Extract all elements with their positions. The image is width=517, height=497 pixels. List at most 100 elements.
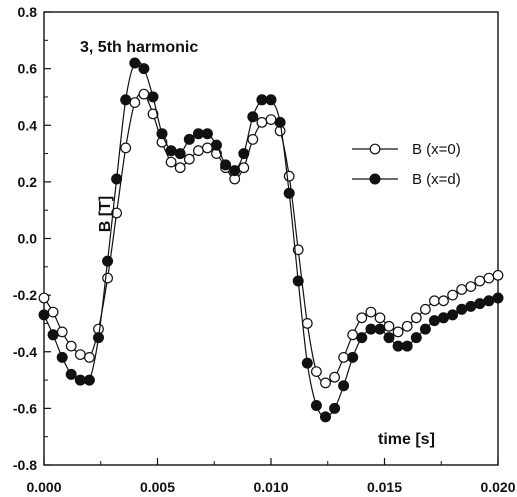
data-point-b-x0 bbox=[465, 281, 477, 293]
data-point-b-x0 bbox=[174, 162, 186, 174]
data-point-b-xd bbox=[129, 57, 141, 69]
legend-marker-b-xd bbox=[369, 173, 381, 185]
y-tick-label: 0.6 bbox=[18, 61, 38, 77]
y-tick-label: -0.2 bbox=[13, 287, 37, 303]
data-point-b-xd bbox=[201, 128, 213, 140]
data-point-b-x0 bbox=[138, 88, 150, 100]
series-layer bbox=[38, 57, 504, 423]
data-point-b-xd bbox=[483, 295, 495, 307]
data-point-b-xd bbox=[292, 275, 304, 287]
data-point-b-xd bbox=[102, 255, 114, 267]
data-point-b-xd bbox=[256, 94, 268, 106]
data-point-b-xd bbox=[310, 400, 322, 411]
data-point-b-xd bbox=[120, 94, 132, 106]
data-point-b-x0 bbox=[165, 156, 177, 168]
data-point-b-xd bbox=[165, 145, 177, 157]
data-point-b-xd bbox=[283, 187, 295, 199]
x-tick-label: 0.020 bbox=[480, 479, 515, 495]
data-point-b-x0 bbox=[483, 272, 495, 284]
data-point-b-xd bbox=[447, 309, 459, 321]
data-point-b-xd bbox=[492, 292, 504, 304]
data-point-b-xd bbox=[265, 94, 277, 106]
data-point-b-x0 bbox=[38, 292, 50, 304]
data-point-b-x0 bbox=[65, 340, 77, 352]
data-point-b-xd bbox=[238, 148, 250, 160]
data-point-b-xd bbox=[438, 312, 449, 324]
y-tick-label: 0.4 bbox=[18, 117, 38, 133]
legend-marker-b-x0 bbox=[369, 143, 381, 155]
data-point-b-x0 bbox=[420, 303, 431, 315]
data-point-b-x0 bbox=[311, 366, 322, 378]
data-point-b-x0 bbox=[56, 326, 68, 338]
x-tick-label: 0.000 bbox=[26, 479, 61, 495]
data-point-b-xd bbox=[320, 411, 331, 423]
data-point-b-x0 bbox=[120, 142, 132, 154]
data-point-b-xd bbox=[374, 323, 386, 335]
data-point-b-x0 bbox=[401, 320, 413, 332]
data-point-b-xd bbox=[247, 111, 259, 123]
data-point-b-xd bbox=[38, 309, 50, 321]
data-point-b-xd bbox=[93, 332, 104, 344]
data-point-b-xd bbox=[156, 128, 168, 140]
data-point-b-xd bbox=[347, 351, 359, 363]
data-point-b-x0 bbox=[183, 153, 195, 165]
legend-label-b-xd: B (x=d) bbox=[412, 171, 461, 188]
x-tick-label: 0.015 bbox=[367, 479, 402, 495]
data-point-b-x0 bbox=[456, 284, 468, 295]
data-point-b-x0 bbox=[129, 97, 141, 108]
axis-ticks bbox=[43, 11, 499, 466]
data-point-b-x0 bbox=[392, 326, 404, 338]
data-point-b-x0 bbox=[374, 312, 386, 324]
data-point-b-x0 bbox=[192, 145, 204, 157]
y-tick-label: -0.6 bbox=[13, 400, 37, 416]
legend-label-b-x0: B (x=0) bbox=[412, 141, 461, 158]
data-point-b-xd bbox=[356, 332, 368, 344]
data-point-b-x0 bbox=[338, 352, 350, 363]
series-line-b-x0 bbox=[43, 92, 499, 384]
data-point-b-xd bbox=[329, 402, 341, 414]
data-point-b-x0 bbox=[201, 142, 213, 154]
data-point-b-xd bbox=[474, 298, 486, 310]
data-point-b-x0 bbox=[147, 108, 159, 120]
data-point-b-xd bbox=[220, 159, 232, 171]
data-point-b-x0 bbox=[111, 207, 122, 219]
data-point-b-xd bbox=[183, 133, 195, 145]
data-point-b-xd bbox=[401, 340, 413, 352]
data-point-b-x0 bbox=[492, 269, 504, 281]
data-point-b-xd bbox=[338, 380, 350, 392]
legend: B (x=0) B (x=d) bbox=[352, 141, 461, 188]
x-axis-label: time [s] bbox=[378, 431, 435, 448]
data-point-b-xd bbox=[365, 323, 377, 335]
data-point-b-x0 bbox=[429, 295, 440, 307]
data-point-b-xd bbox=[456, 303, 468, 315]
data-point-b-xd bbox=[410, 332, 422, 344]
data-point-b-x0 bbox=[347, 329, 359, 341]
data-point-b-x0 bbox=[265, 114, 277, 125]
data-point-b-xd bbox=[383, 332, 395, 344]
data-point-b-xd bbox=[419, 323, 431, 335]
data-point-b-x0 bbox=[356, 312, 368, 324]
data-point-b-xd bbox=[74, 374, 86, 386]
data-point-b-xd bbox=[138, 63, 150, 75]
data-point-b-x0 bbox=[474, 275, 486, 287]
data-point-b-x0 bbox=[102, 272, 113, 284]
y-axis-label: B [T] bbox=[97, 196, 114, 232]
data-point-b-x0 bbox=[320, 377, 331, 389]
y-tick-label: -0.8 bbox=[13, 457, 37, 473]
data-point-b-x0 bbox=[256, 116, 268, 128]
data-point-b-xd bbox=[428, 315, 440, 327]
data-point-b-x0 bbox=[301, 318, 313, 329]
data-point-b-x0 bbox=[83, 352, 95, 363]
data-point-b-x0 bbox=[47, 306, 59, 318]
data-point-b-x0 bbox=[329, 371, 341, 383]
axis-tick-labels: 0.000 0.005 0.010 0.015 0.020 -0.8 -0.6 -0.4 -0.… bbox=[13, 4, 516, 495]
plot-frame bbox=[43, 11, 499, 466]
y-tick-label: 0.0 bbox=[18, 231, 38, 247]
data-point-b-xd bbox=[301, 357, 313, 369]
data-point-b-x0 bbox=[74, 349, 86, 361]
data-point-b-xd bbox=[392, 340, 404, 352]
data-point-b-xd bbox=[274, 116, 286, 128]
data-point-b-x0 bbox=[383, 320, 395, 332]
data-point-b-x0 bbox=[447, 289, 459, 301]
